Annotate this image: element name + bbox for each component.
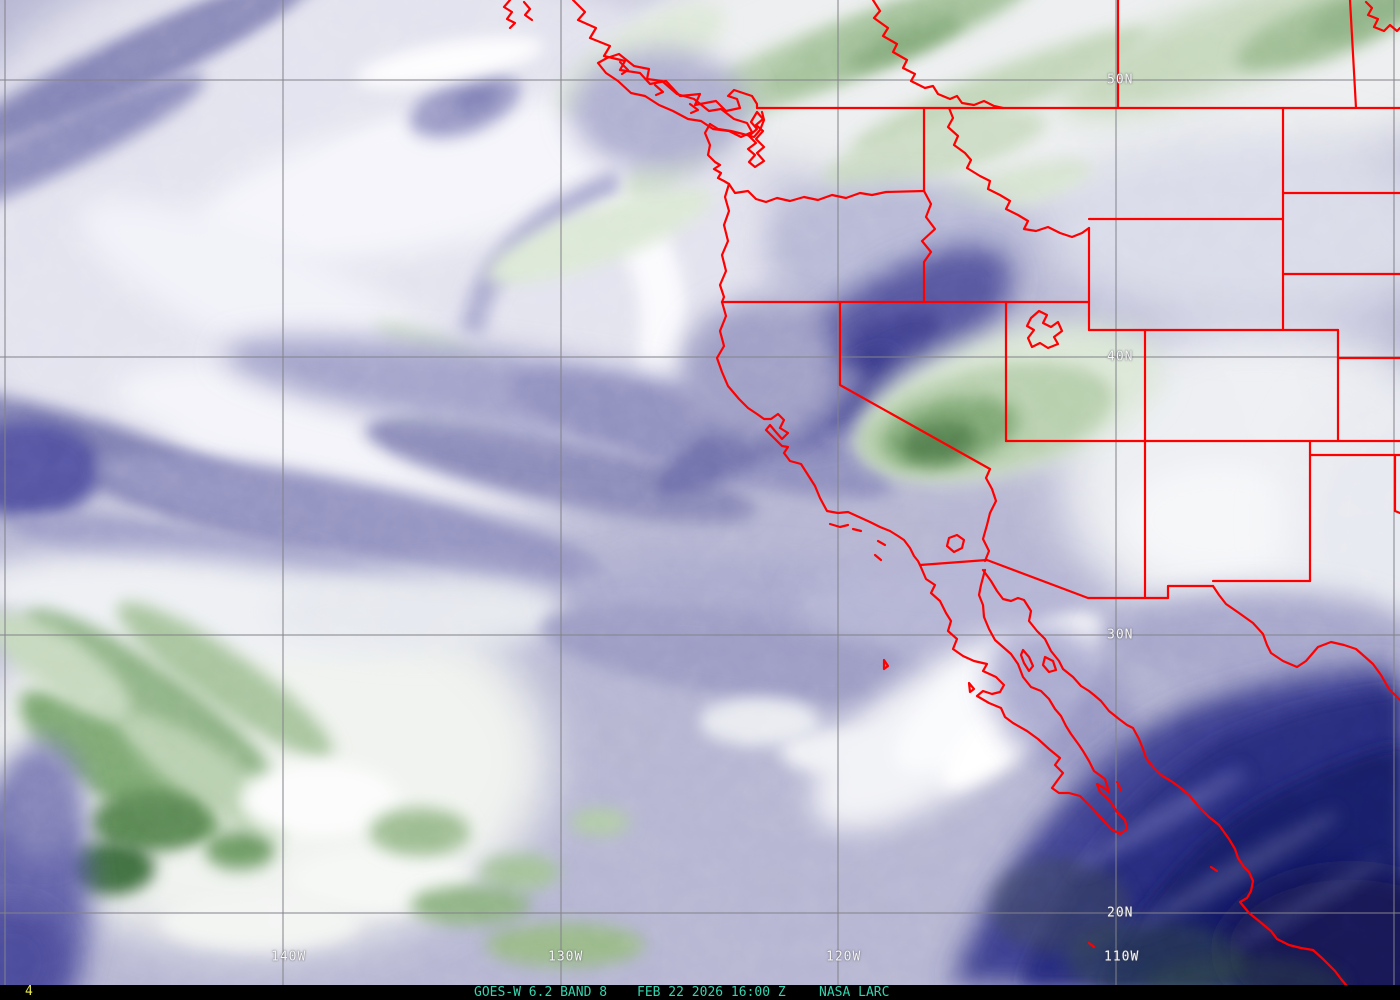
longitude-label-110w: 110W (1104, 949, 1140, 965)
border-california-nevada (838, 300, 998, 563)
puget-sound (746, 110, 766, 169)
coastline-oregon (718, 182, 731, 304)
latitude-label-50n: 50N (1107, 72, 1134, 88)
border-idaho-montana (946, 106, 1091, 239)
border-bc-alberta (871, 0, 1005, 110)
longitude-label-130w: 130W (548, 949, 584, 965)
border-columbia-river (727, 182, 926, 204)
longitude-label-140w: 140W (271, 949, 307, 965)
coastline-washington (703, 122, 731, 186)
salton-sea (945, 533, 966, 554)
longitude-label-120w: 120W (826, 949, 862, 965)
coastline-bc (571, 0, 759, 113)
latitude-label-40n: 40N (1107, 349, 1134, 365)
border-us-mexico (918, 558, 1215, 600)
product-label: GOES-W 6.2 BAND 8 (474, 985, 608, 1000)
map-boundaries (502, 0, 1400, 985)
timestamp-label: FEB 22 2026 16:00 Z (637, 985, 786, 1000)
latitude-label-20n: 20N (1107, 905, 1134, 921)
rio-grande (1211, 584, 1400, 702)
latitude-label-30n: 30N (1107, 627, 1134, 643)
coastline-mexico-mainland (981, 568, 1348, 985)
credit-label: NASA LARC (819, 985, 890, 1000)
status-bar: 4 GOES-W 6.2 BAND 8 FEB 22 2026 16:00 Z … (0, 985, 1400, 1000)
coastline-california (715, 300, 922, 567)
coastline-baja-pacific (918, 563, 1129, 836)
frame-number: 4 (25, 984, 33, 999)
coastline-baja-gulf (977, 568, 1129, 831)
great-salt-lake (1025, 309, 1064, 350)
